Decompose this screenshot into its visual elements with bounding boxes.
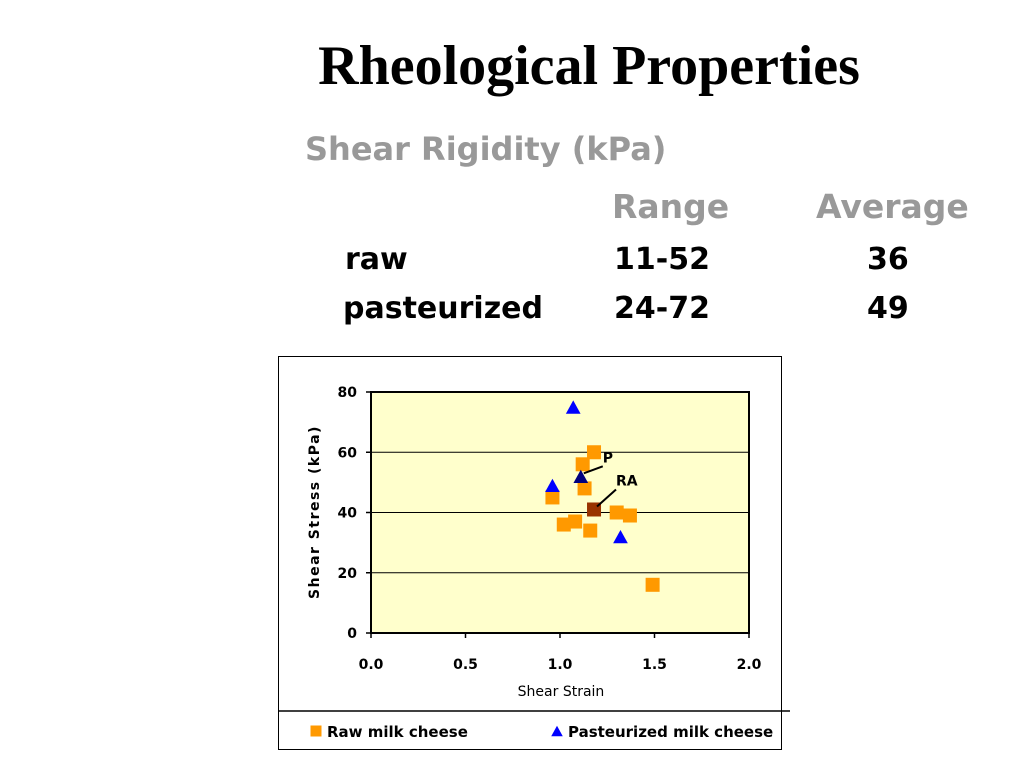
row-label-pasteurized: pasteurized bbox=[343, 291, 543, 326]
slide-subtitle: Shear Rigidity (kPa) bbox=[305, 130, 667, 168]
average-leader-line bbox=[583, 465, 604, 475]
y-tick-label: 0 bbox=[347, 626, 357, 642]
row-label-raw: raw bbox=[345, 242, 408, 277]
x-tick-label: 0.0 bbox=[359, 657, 384, 673]
raw-milk-point bbox=[556, 517, 571, 532]
raw-milk-point bbox=[587, 445, 602, 460]
average-marker-p bbox=[573, 469, 589, 483]
legend-marker-raw bbox=[310, 725, 322, 737]
slide-title: Rheological Properties bbox=[318, 35, 860, 97]
raw-milk-point bbox=[568, 514, 583, 529]
y-tick-label: 60 bbox=[338, 445, 358, 461]
x-tick-label: 0.5 bbox=[453, 657, 478, 673]
table-header-average: Average bbox=[816, 187, 969, 226]
raw-milk-point bbox=[577, 481, 592, 496]
raw-milk-point bbox=[645, 577, 660, 592]
raw-milk-point bbox=[583, 523, 598, 538]
y-axis-label: Shear Stress (kPa) bbox=[307, 425, 323, 599]
raw-milk-point bbox=[622, 508, 637, 523]
raw-milk-point bbox=[545, 490, 560, 505]
row-average-pasteurized: 49 bbox=[867, 291, 909, 326]
row-range-pasteurized: 24-72 bbox=[614, 291, 710, 326]
raw-milk-point bbox=[575, 457, 590, 472]
row-average-raw: 36 bbox=[867, 242, 909, 277]
pasteurized-milk-point bbox=[545, 478, 560, 493]
pasteurized-milk-point bbox=[613, 529, 628, 544]
legend-marker-pasteurized bbox=[551, 725, 563, 737]
y-tick-label: 40 bbox=[338, 506, 358, 522]
x-tick-label: 2.0 bbox=[737, 657, 762, 673]
pasteurized-milk-point bbox=[565, 400, 581, 414]
y-tick-label: 80 bbox=[338, 385, 358, 401]
x-tick-label: 1.0 bbox=[548, 657, 573, 673]
average-leader-line bbox=[596, 488, 617, 508]
average-label-p: P bbox=[603, 450, 613, 466]
average-label-ra: RA bbox=[616, 473, 638, 489]
y-tick-label: 20 bbox=[338, 566, 358, 582]
table-header-range: Range bbox=[612, 187, 730, 226]
raw-milk-point bbox=[609, 505, 624, 520]
x-tick-label: 1.5 bbox=[642, 657, 667, 673]
row-range-raw: 11-52 bbox=[614, 242, 710, 277]
legend-label-raw: Raw milk cheese bbox=[327, 723, 468, 741]
x-axis-label: Shear Strain bbox=[518, 684, 605, 700]
legend-label-pasteurized: Pasteurized milk cheese bbox=[568, 723, 773, 741]
